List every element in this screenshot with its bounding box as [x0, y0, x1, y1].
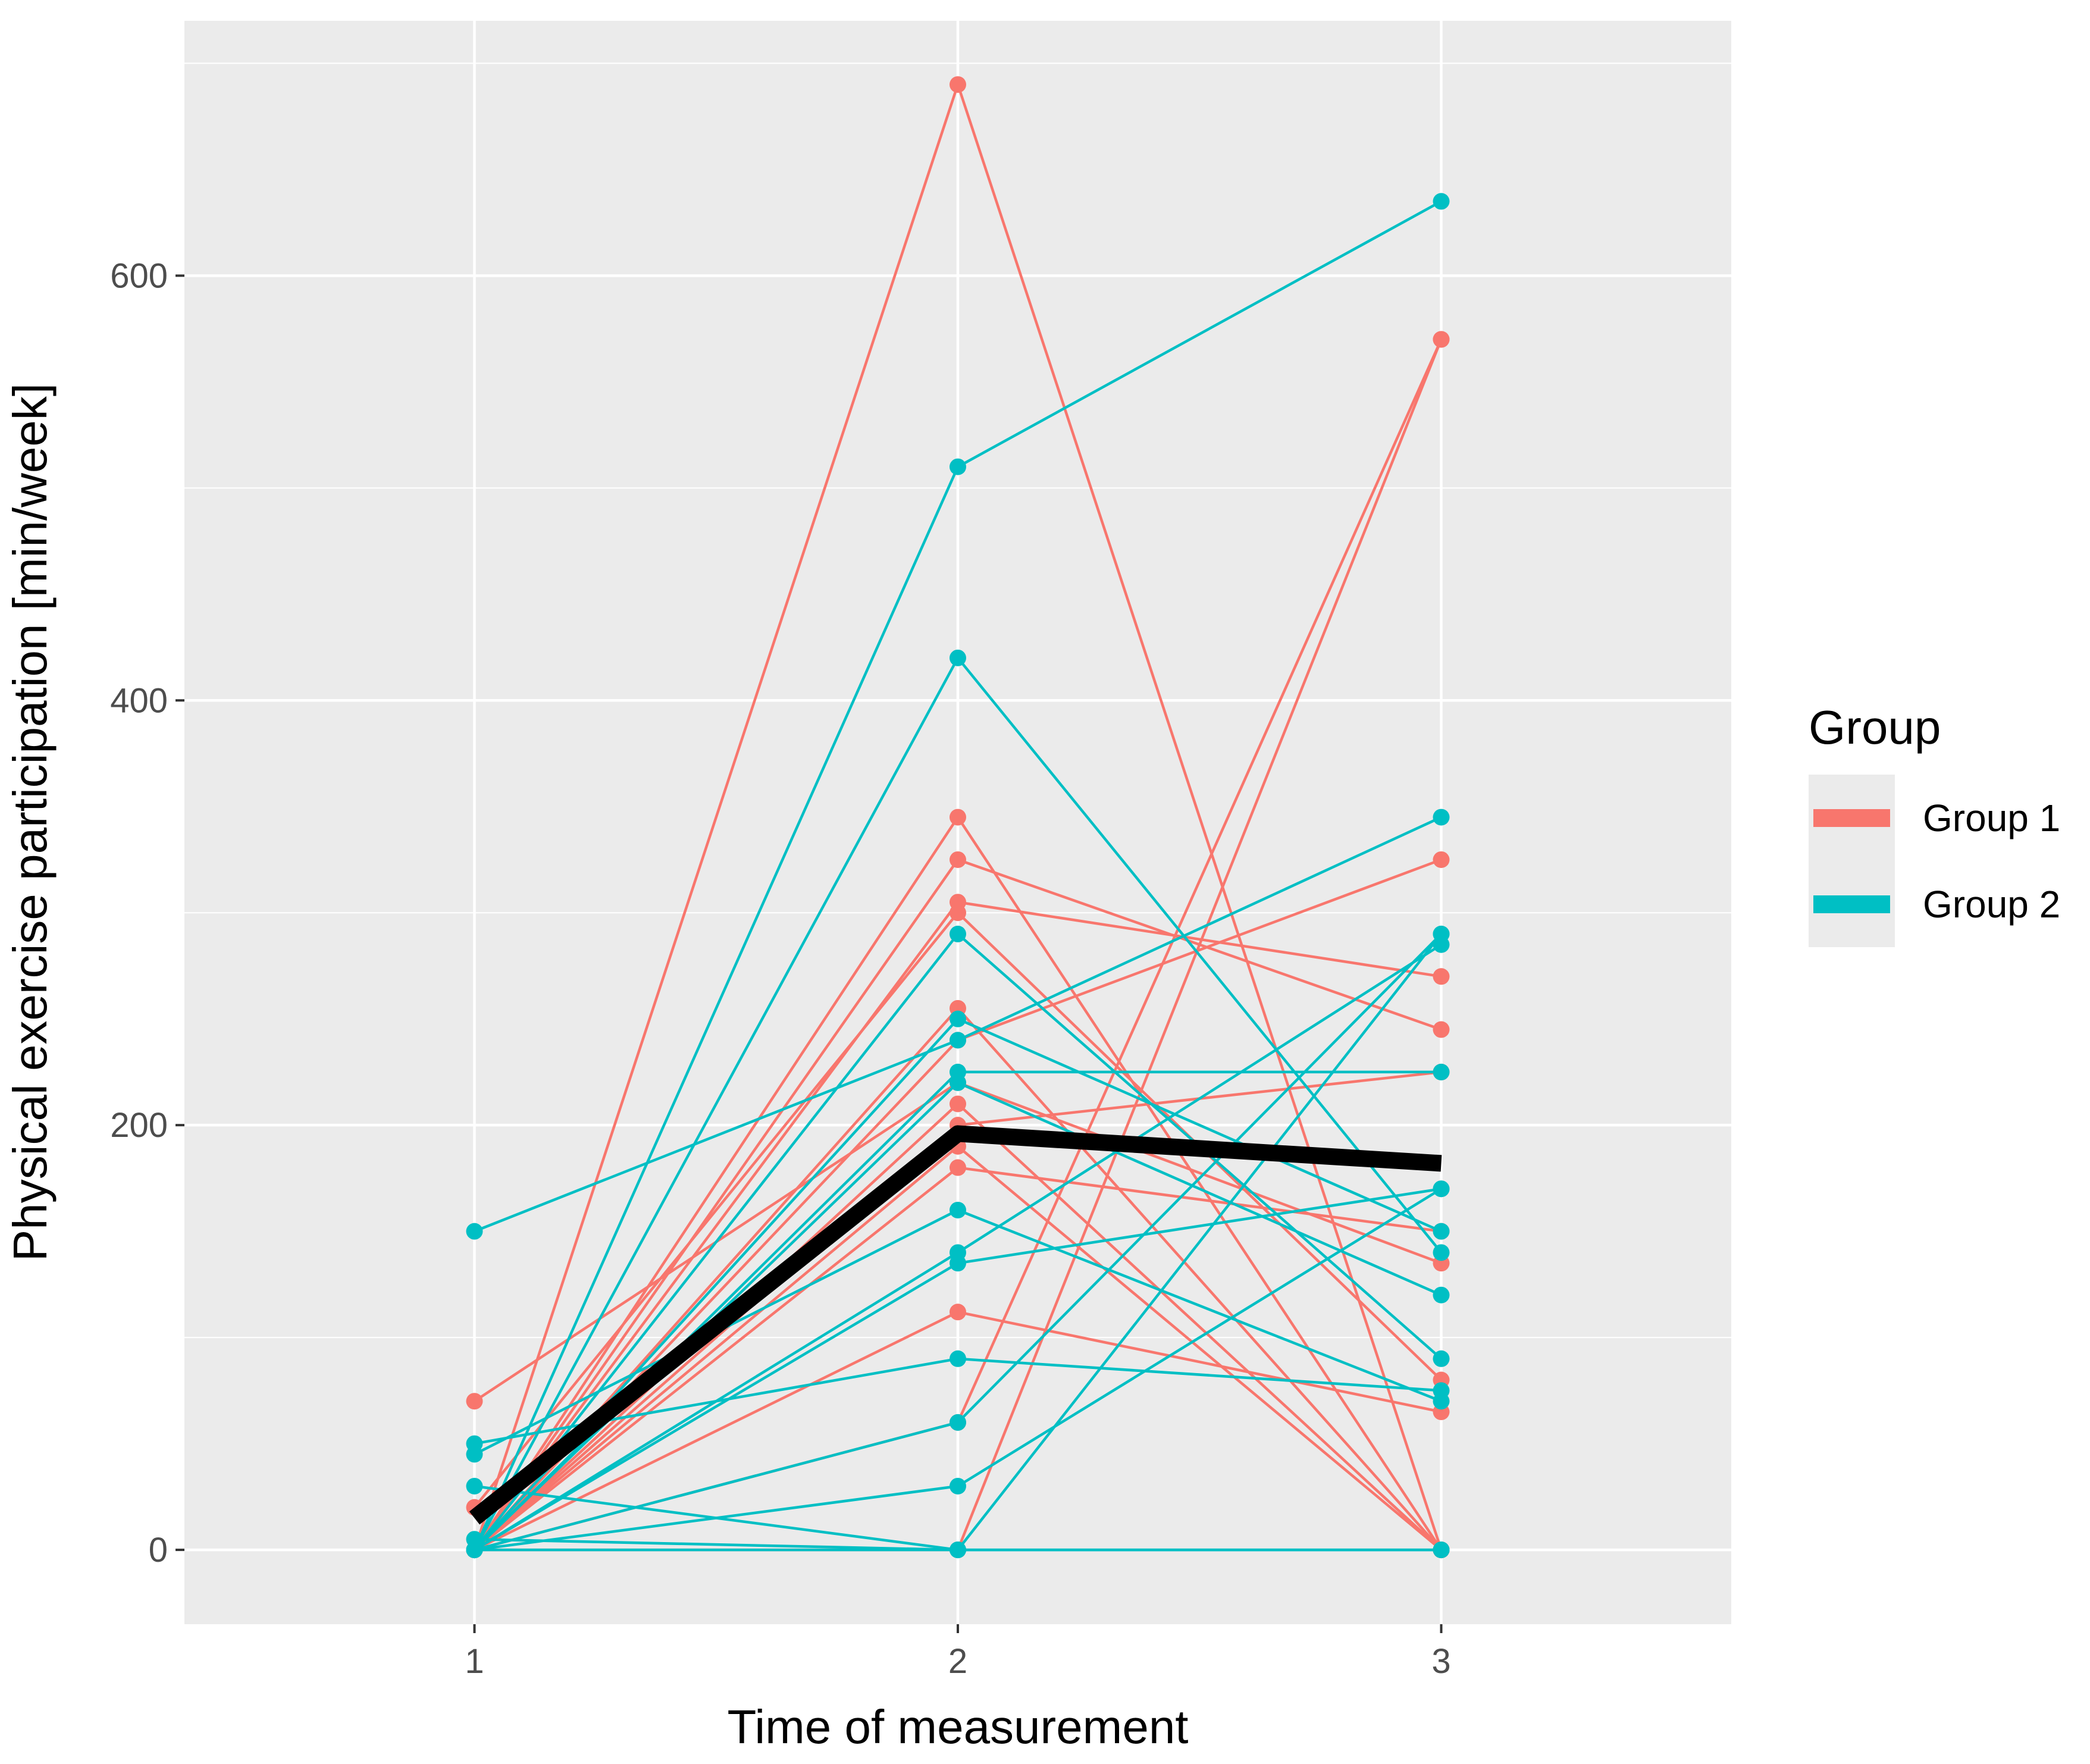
mean-line	[469, 1125, 1442, 1525]
data-point	[950, 458, 966, 475]
data-point	[1433, 1223, 1450, 1240]
data-point	[466, 1393, 483, 1410]
data-point	[466, 1477, 483, 1494]
data-point	[950, 649, 966, 666]
data-point	[1433, 331, 1450, 348]
y-tick-label: 400	[110, 681, 168, 720]
y-tick-label: 0	[149, 1531, 168, 1569]
axes: 0 200 400 600 1 2 3	[110, 256, 1450, 1681]
data-point	[1433, 1350, 1450, 1367]
x-tick-label: 3	[1431, 1642, 1450, 1681]
y-tick-label: 600	[110, 256, 168, 295]
data-point	[1433, 193, 1450, 210]
data-point	[950, 1477, 966, 1494]
legend-key-background	[1809, 775, 1895, 947]
data-point	[1433, 809, 1450, 826]
data-point	[950, 1074, 966, 1091]
series-points	[466, 76, 1450, 1559]
data-point	[950, 809, 966, 826]
legend-label: Group 1	[1923, 797, 2060, 839]
data-point	[950, 1350, 966, 1367]
data-point	[1433, 968, 1450, 985]
x-tick-label: 1	[465, 1642, 484, 1681]
data-point	[1433, 1180, 1450, 1198]
y-axis-title: Physical exercise participation [min/wee…	[4, 383, 57, 1261]
data-point	[466, 1223, 483, 1240]
data-point	[950, 925, 966, 942]
data-point	[950, 904, 966, 922]
data-point	[1433, 1541, 1450, 1559]
y-tick-label: 200	[110, 1106, 168, 1145]
data-point	[950, 76, 966, 93]
data-point	[950, 1255, 966, 1272]
x-tick-label: 2	[948, 1642, 967, 1681]
data-point	[1433, 1382, 1450, 1399]
data-point	[950, 1304, 966, 1321]
data-point	[950, 1414, 966, 1431]
data-point	[466, 1531, 483, 1548]
mean-layer	[469, 1125, 1442, 1525]
data-point	[950, 1032, 966, 1049]
legend-label: Group 2	[1923, 883, 2060, 926]
legend-title: Group	[1809, 701, 1941, 754]
data-point	[950, 1541, 966, 1559]
x-axis-title: Time of measurement	[727, 1700, 1188, 1753]
data-point	[950, 1159, 966, 1176]
data-point	[950, 1010, 966, 1027]
data-point	[950, 1201, 966, 1218]
data-point	[1433, 1063, 1450, 1080]
data-point	[1433, 1244, 1450, 1261]
legend: Group Group 1 Group 2	[1809, 701, 2060, 947]
data-point	[466, 1435, 483, 1452]
data-point	[1433, 1286, 1450, 1304]
data-point	[950, 851, 966, 868]
data-point	[1433, 1021, 1450, 1038]
data-point	[1433, 925, 1450, 942]
data-point	[950, 1095, 966, 1113]
data-point	[1433, 851, 1450, 868]
